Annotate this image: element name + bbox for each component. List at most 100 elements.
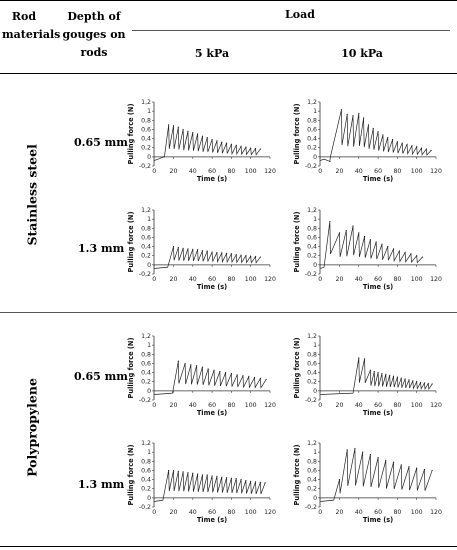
data-point (206, 250, 208, 252)
y-tick-label: 0,4 (141, 477, 151, 484)
data-point (423, 382, 426, 384)
x-axis-label: Time (s) (197, 516, 227, 524)
y-tick-label: 0,2 (141, 379, 151, 386)
header-10kpa: 10 kPa (341, 47, 383, 60)
x-axis-label: Time (s) (197, 409, 227, 417)
data-point (400, 377, 402, 379)
x-tick-label: 20 (336, 276, 344, 283)
data-point (387, 137, 389, 139)
material-stainless-steel: Stainless steel (24, 144, 40, 246)
y-tick-label: -0,2 (305, 397, 317, 404)
data-point (412, 380, 414, 382)
x-tick-label: 100 (411, 168, 423, 175)
x-tick-label: 20 (170, 276, 178, 283)
data-point (187, 472, 189, 474)
y-tick-label: 0,8 (307, 458, 317, 465)
depth-label: 0.65 mm (74, 370, 128, 383)
data-point (385, 459, 387, 461)
header-bottom-rule (0, 73, 457, 74)
data-point (340, 109, 343, 111)
data-point (168, 469, 170, 472)
data-point (425, 148, 427, 150)
data-point (363, 358, 366, 360)
x-tick-label: 120 (430, 276, 442, 283)
data-point (236, 374, 238, 376)
y-tick-label: 0 (147, 262, 151, 269)
y-tick-label: 0,6 (141, 467, 151, 474)
data-point (225, 142, 228, 144)
y-tick-label: 1,2 (307, 333, 317, 340)
x-tick-label: 120 (264, 276, 276, 283)
x-axis-label: Time (s) (363, 516, 393, 524)
data-point (391, 138, 394, 141)
data-point (427, 382, 429, 385)
x-axis-label: Time (s) (363, 409, 393, 417)
chart-ss-13-10kpa: -0,200,20,40,60,811,20 20 40 60 80 100 120Time… (293, 207, 442, 291)
x-tick-label: 60 (374, 276, 382, 283)
y-tick-label: -0,2 (139, 397, 151, 404)
data-point (182, 471, 184, 473)
data-point (352, 115, 354, 117)
y-tick-label: 0,6 (307, 126, 317, 133)
data-point (216, 140, 218, 142)
data-point (190, 364, 192, 366)
series-line (154, 361, 267, 395)
data-point (369, 453, 371, 456)
x-tick-label: 80 (227, 509, 235, 516)
data-point (420, 147, 423, 149)
x-tick-label: 0 (318, 509, 322, 516)
data-point (177, 470, 179, 472)
data-point (354, 447, 356, 450)
x-tick-label: 0 (318, 402, 322, 409)
data-point (369, 239, 371, 241)
data-point (431, 469, 433, 472)
y-tick-label: 1,2 (307, 99, 317, 106)
y-tick-label: 0,8 (307, 351, 317, 358)
x-axis-label: Time (s) (363, 175, 393, 183)
x-tick-label: 60 (208, 276, 216, 283)
x-tick-label: 20 (170, 509, 178, 516)
y-axis-label: Pulling force (N) (127, 338, 135, 399)
y-axis-label: Pulling force (N) (127, 445, 135, 506)
series-line (320, 357, 433, 395)
data-point (392, 461, 395, 463)
x-tick-label: 40 (355, 509, 363, 516)
data-point (345, 229, 347, 232)
data-point (416, 255, 418, 257)
data-point (196, 365, 198, 367)
depth-label: 1.3 mm (78, 478, 125, 491)
data-point (240, 254, 242, 256)
x-tick-label: 80 (393, 509, 401, 516)
x-tick-label: 120 (430, 509, 442, 516)
data-point (235, 144, 237, 147)
series-line (320, 448, 433, 502)
data-point (363, 117, 365, 119)
data-point (192, 132, 194, 134)
data-point (410, 253, 412, 255)
x-tick-label: 80 (227, 402, 235, 409)
data-point (240, 145, 242, 147)
data-point (197, 133, 199, 135)
y-tick-label: 0,6 (141, 126, 151, 133)
x-tick-label: 80 (393, 276, 401, 283)
y-tick-label: 0,2 (141, 253, 151, 260)
y-tick-label: 1 (313, 449, 317, 456)
y-tick-label: 0 (313, 154, 317, 161)
x-tick-label: 40 (189, 402, 197, 409)
y-tick-label: 1,2 (141, 207, 151, 214)
data-point (182, 128, 184, 131)
data-point (430, 149, 432, 152)
y-tick-label: 1 (147, 342, 151, 349)
data-point (408, 379, 410, 381)
y-tick-label: 1,2 (141, 333, 151, 340)
chart-ss-065-5kpa: -0,200,20,40,60,811,20 20 40 60 80 100 120Time… (127, 99, 276, 183)
data-point (416, 146, 418, 148)
data-point (375, 241, 377, 243)
data-point (225, 252, 228, 255)
y-tick-label: -0,2 (305, 163, 317, 170)
x-axis-label: Time (s) (197, 283, 227, 291)
data-point (225, 477, 228, 479)
data-point (401, 142, 403, 144)
y-tick-label: 0 (147, 495, 151, 502)
data-point (369, 369, 371, 371)
